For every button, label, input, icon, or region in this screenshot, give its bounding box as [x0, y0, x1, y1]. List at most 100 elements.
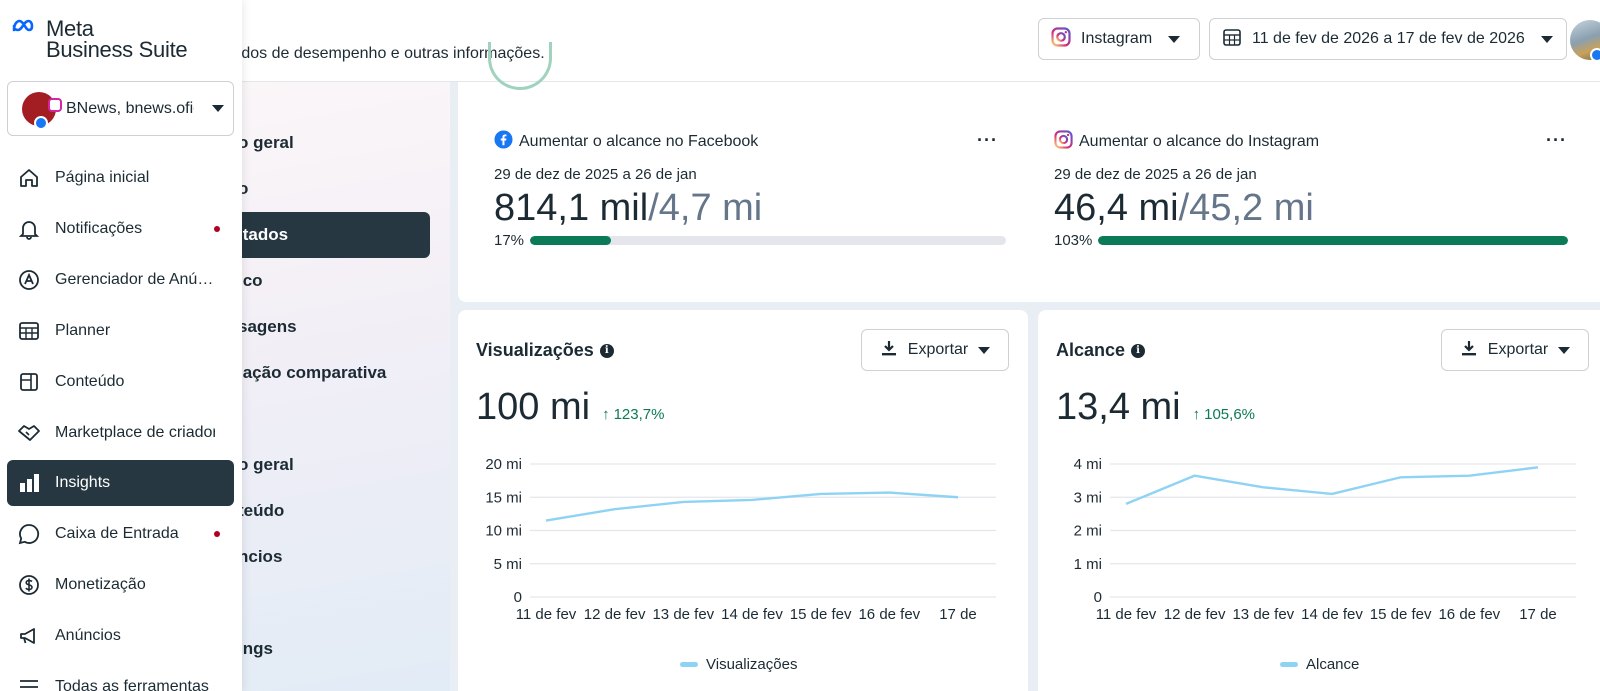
account-name: BNews, bnews.ofic… — [66, 99, 194, 117]
reach-card: Alcance i Exportar 13,4 mi ↑ 105,6% 0 1 mi… — [1038, 310, 1600, 691]
facebook-icon — [1590, 48, 1600, 62]
x-tick-label: 11 de fev — [516, 606, 577, 623]
date-range-picker[interactable]: 11 de fev de 2026 a 17 de fev de 2026 — [1209, 18, 1567, 60]
metric-value: 13,4 mi ↑ 105,6% — [1056, 386, 1255, 429]
x-tick-label: 12 de fev — [1164, 606, 1226, 623]
home-icon — [17, 166, 41, 190]
goal-value: 814,1 mil/4,7 mi — [494, 187, 1010, 230]
chevron-down-icon — [1540, 35, 1553, 43]
x-tick-label: 17 de — [939, 606, 977, 623]
goal-target: /4,7 mi — [648, 187, 763, 229]
y-tick-label: 0 — [1094, 589, 1102, 606]
logo-line-2: Business Suite — [46, 37, 188, 62]
goal-current: 46,4 mi — [1054, 187, 1179, 229]
sidebar-item-label: Todas as ferramentas — [55, 678, 209, 691]
goal-instagram[interactable]: Aumentar o alcance do Instagram ··· 29 d… — [1054, 130, 1590, 249]
sidebar-item-label: Anúncios — [55, 627, 121, 644]
subnav-item-settings[interactable]: ings — [238, 639, 273, 658]
goal-date: 29 de dez de 2025 a 26 de jan — [494, 166, 697, 183]
sidebar-item-planner[interactable]: Planner — [7, 308, 234, 354]
goal-target: /45,2 mi — [1178, 187, 1314, 229]
y-tick-label: 15 mi — [485, 489, 522, 506]
platform-select-label: Instagram — [1081, 30, 1153, 47]
metric-value-text: 100 mi — [476, 386, 591, 428]
sidebar-item-label: Marketplace de criadores — [55, 424, 215, 441]
subnav-item-audience[interactable]: ico — [238, 271, 263, 290]
subnav-item-messages[interactable]: sagens — [238, 317, 297, 336]
card-title: Visualizações i — [476, 340, 614, 361]
bar-chart-icon — [17, 471, 41, 495]
account-avatar — [22, 91, 62, 130]
y-tick-label: 2 mi — [1074, 523, 1102, 540]
insights-subnav: o geral o ltados ico sagens iação compar… — [228, 82, 450, 691]
sidebar-item-all-tools[interactable]: Todas as ferramentas — [7, 664, 234, 691]
sidebar-item-monetization[interactable]: Monetização — [7, 562, 234, 608]
notification-dot — [214, 226, 220, 232]
legend-swatch — [1280, 662, 1298, 667]
download-icon — [880, 339, 898, 362]
sidebar-item-insights[interactable]: Insights — [7, 460, 234, 506]
sidebar-item-creator-marketplace[interactable]: Marketplace de criadores — [7, 410, 234, 456]
facebook-icon — [494, 130, 513, 154]
export-button[interactable]: Exportar — [861, 329, 1009, 371]
y-tick-label: 5 mi — [494, 556, 522, 573]
y-tick-label: 10 mi — [485, 523, 522, 540]
metric-value-text: 13,4 mi — [1056, 386, 1181, 428]
sidebar-item-label: Insights — [55, 474, 111, 491]
sidebar-item-notifications[interactable]: Notificações — [7, 206, 234, 252]
info-icon[interactable]: i — [599, 343, 614, 358]
sidebar-item-ads[interactable]: Anúncios — [7, 613, 234, 659]
y-tick-label: 3 mi — [1074, 489, 1102, 506]
views-line-chart: 0 5 mi 10 mi 15 mi 20 mi 11 de fev 12 de fev 13… — [485, 456, 996, 623]
account-switcher[interactable]: BNews, bnews.ofic… — [7, 81, 234, 136]
metric-delta-text: 105,6% — [1204, 406, 1255, 423]
chart-legend: Visualizações — [680, 656, 797, 673]
subnav-item-content-overview[interactable]: o geral — [238, 455, 294, 474]
y-tick-label: 1 mi — [1074, 556, 1102, 573]
more-options-icon[interactable]: ··· — [1546, 130, 1567, 150]
calendar-icon — [1222, 27, 1242, 52]
metric-delta-text: 123,7% — [613, 406, 665, 423]
calendar-grid-icon — [17, 319, 41, 343]
views-card: Visualizações i Exportar 100 mi ↑ 123,7% … — [458, 310, 1028, 691]
x-tick-label: 15 de fev — [790, 606, 852, 623]
subnav-item-2[interactable]: o — [238, 179, 249, 198]
x-tick-label: 11 de fev — [1096, 606, 1157, 623]
page-subtitle: tados de desempenho e outras informações… — [228, 45, 545, 62]
export-button[interactable]: Exportar — [1441, 329, 1589, 371]
more-options-icon[interactable]: ··· — [977, 130, 998, 150]
sidebar-item-ads-manager[interactable]: Gerenciador de Anúncios — [7, 257, 234, 303]
card-title-label: Visualizações — [476, 340, 594, 360]
handshake-icon — [17, 421, 41, 445]
x-tick-label: 13 de fev — [652, 606, 714, 623]
x-tick-label: 14 de fev — [1301, 606, 1363, 623]
meta-business-suite-logo[interactable]: Meta Business Suite — [12, 16, 188, 62]
subnav-item-content[interactable]: teúdo — [238, 501, 285, 520]
content-icon — [17, 370, 41, 394]
export-label: Exportar — [1487, 341, 1549, 358]
sidebar-item-content[interactable]: Conteúdo — [7, 359, 234, 405]
y-tick-label: 20 mi — [485, 456, 522, 473]
logo-line-1: Meta — [46, 16, 94, 41]
subnav-item-results[interactable]: ltados — [228, 212, 430, 258]
legend-label: Alcance — [1306, 656, 1360, 673]
subnav-item-ads[interactable]: ncios — [238, 547, 283, 566]
sidebar-item-home[interactable]: Página inicial — [7, 155, 234, 201]
chevron-down-icon — [978, 346, 991, 354]
arrow-up-icon: ↑ — [1192, 406, 1201, 423]
chevron-down-icon — [1168, 35, 1181, 43]
chat-bubble-icon — [17, 522, 41, 546]
avatar[interactable] — [1570, 20, 1600, 62]
instagram-icon — [1051, 26, 1071, 52]
subnav-item-overview[interactable]: o geral — [238, 133, 294, 152]
sidebar-item-label: Notificações — [55, 220, 143, 237]
top-header: tados de desempenho e outras informações… — [0, 0, 1600, 82]
subnav-item-benchmarking[interactable]: iação comparativa — [238, 363, 387, 382]
goal-facebook[interactable]: Aumentar o alcance no Facebook ··· 29 de… — [494, 130, 1010, 249]
platform-select[interactable]: Instagram — [1038, 18, 1200, 60]
sidebar-item-inbox[interactable]: Caixa de Entrada — [7, 511, 234, 557]
sidebar: Meta Business Suite BNews, bnews.ofic… P… — [0, 0, 242, 691]
metric-delta: ↑ 105,6% — [1193, 406, 1255, 423]
info-icon[interactable]: i — [1131, 343, 1146, 358]
goal-title: Aumentar o alcance do Instagram — [1079, 133, 1320, 150]
